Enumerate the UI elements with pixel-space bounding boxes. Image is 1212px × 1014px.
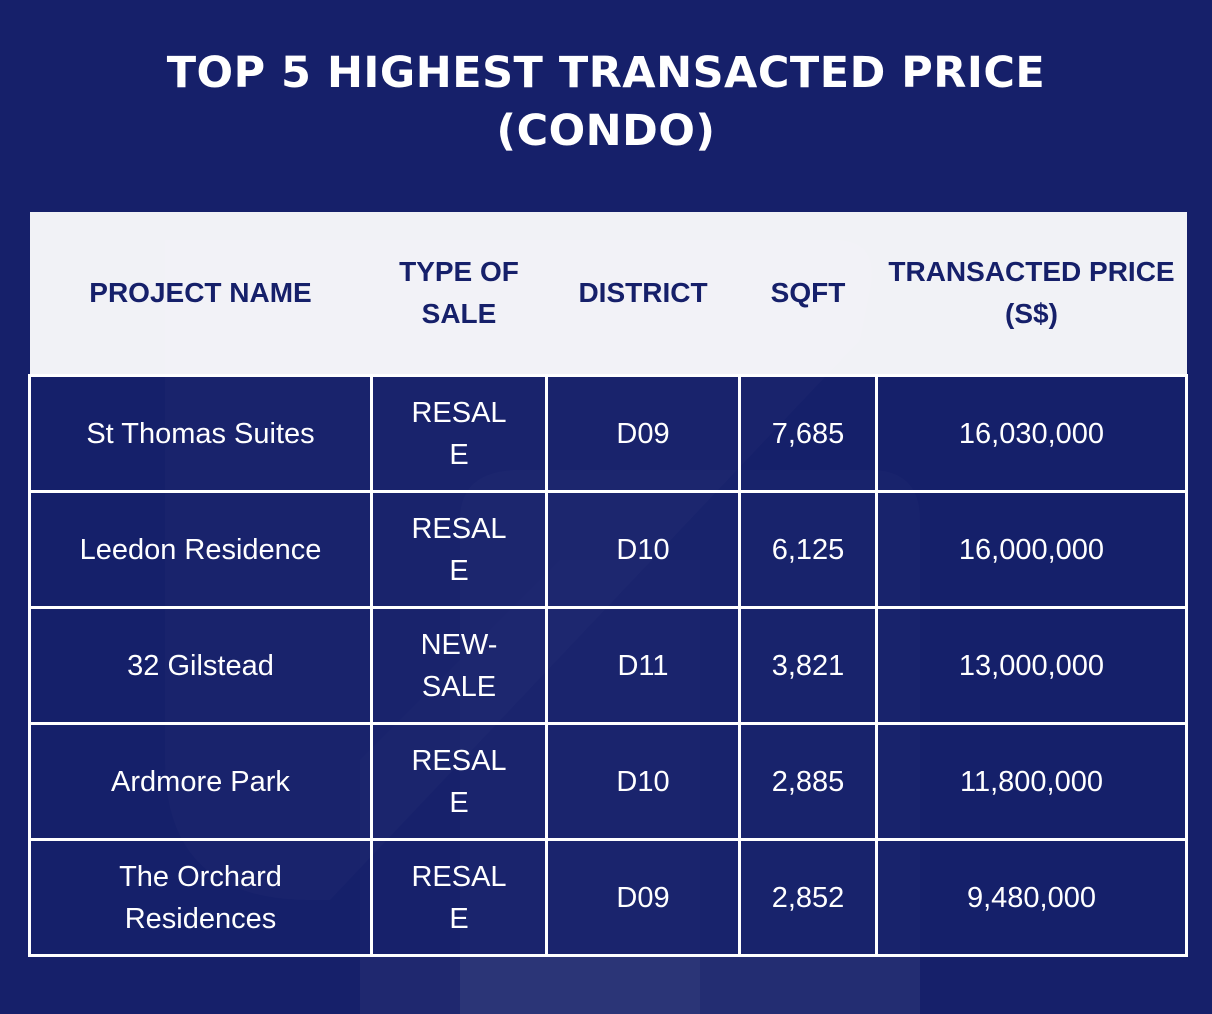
cell-sqft: 7,685 [738,374,878,493]
cell-project-name: 32 Gilstead [28,606,373,725]
cell-district: D09 [545,374,741,493]
cell-district: D10 [545,722,741,841]
cell-type-of-sale: NEW-SALE [370,606,548,725]
cell-sqft: 2,885 [738,722,878,841]
cell-transacted-price: 11,800,000 [875,722,1188,841]
header-sqft: SQFT [739,212,877,376]
cell-project-name: St Thomas Suites [28,374,373,493]
cell-district: D10 [545,490,741,609]
cell-project-name: Leedon Residence [28,490,373,609]
cell-transacted-price: 9,480,000 [875,838,1188,957]
cell-type-of-sale: RESALE [370,722,548,841]
header-district: DISTRICT [546,212,740,376]
cell-district: D09 [545,838,741,957]
table-row: Leedon Residence RESALE D10 6,125 16,000… [28,490,1188,609]
cell-project-name: The Orchard Residences [28,838,373,957]
cell-district: D11 [545,606,741,725]
title-line-2: (CONDO) [496,106,716,156]
header-project-name: PROJECT NAME [29,212,372,376]
cell-type-of-sale: RESALE [370,838,548,957]
cell-transacted-price: 13,000,000 [875,606,1188,725]
cell-transacted-price: 16,000,000 [875,490,1188,609]
table-row: 32 Gilstead NEW-SALE D11 3,821 13,000,00… [28,606,1188,725]
table-row: Ardmore Park RESALE D10 2,885 11,800,000 [28,722,1188,841]
page-title: TOP 5 HIGHEST TRANSACTED PRICE (CONDO) [0,44,1212,160]
transactions-table: PROJECT NAME TYPE OF SALE DISTRICT SQFT … [28,212,1188,957]
header-transacted-price: TRANSACTED PRICE (S$) [876,212,1187,376]
table-row: St Thomas Suites RESALE D09 7,685 16,030… [28,374,1188,493]
cell-transacted-price: 16,030,000 [875,374,1188,493]
cell-type-of-sale: RESALE [370,374,548,493]
cell-sqft: 3,821 [738,606,878,725]
title-line-1: TOP 5 HIGHEST TRANSACTED PRICE [166,48,1046,98]
cell-type-of-sale: RESALE [370,490,548,609]
table-row: The Orchard Residences RESALE D09 2,852 … [28,838,1188,957]
table-header-row: PROJECT NAME TYPE OF SALE DISTRICT SQFT … [29,212,1187,376]
header-type-of-sale: TYPE OF SALE [371,212,547,376]
cell-sqft: 6,125 [738,490,878,609]
cell-project-name: Ardmore Park [28,722,373,841]
cell-sqft: 2,852 [738,838,878,957]
